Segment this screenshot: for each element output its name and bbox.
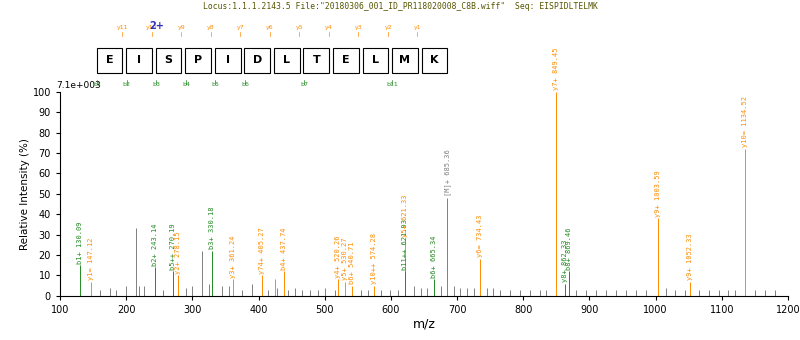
Text: 7.1e+003: 7.1e+003 [56,81,101,90]
Text: y10= 1134.52: y10= 1134.52 [742,96,748,147]
Text: y2: y2 [384,26,392,31]
FancyBboxPatch shape [362,48,388,73]
Text: b2+ 243.14: b2+ 243.14 [152,223,158,266]
Text: y9: y9 [178,26,186,31]
Y-axis label: Relative Intensity (%): Relative Intensity (%) [20,138,30,250]
Text: E: E [106,55,114,65]
Text: [M]+ 685.36: [M]+ 685.36 [444,150,450,196]
Text: y7: y7 [237,26,245,31]
Text: E: E [342,55,350,65]
Text: b3+ 330.18: b3+ 330.18 [210,207,215,249]
Text: b11++ 621.93: b11++ 621.93 [402,219,409,270]
FancyBboxPatch shape [333,48,358,73]
Text: T: T [313,55,320,65]
Text: y6: y6 [266,26,274,31]
Text: y10++ 574.28: y10++ 574.28 [371,233,377,284]
Text: y3: y3 [355,26,362,31]
Text: L: L [283,55,290,65]
Text: y9+ 1052.33: y9+ 1052.33 [687,233,694,280]
Text: y1= 147.12: y1= 147.12 [88,237,94,280]
Text: b3: b3 [152,82,160,87]
X-axis label: m/z: m/z [413,318,435,330]
Text: y5: y5 [296,26,303,31]
Text: b4: b4 [182,82,190,87]
Text: b8+ 869.46: b8+ 869.46 [566,227,572,270]
Text: y11: y11 [117,26,128,31]
Text: I: I [137,55,141,65]
FancyBboxPatch shape [215,48,241,73]
Text: y6= 734.43: y6= 734.43 [477,215,483,257]
Text: S: S [165,55,173,65]
Text: y2+ 278.15: y2+ 278.15 [175,231,181,274]
Text: y4: y4 [326,26,333,31]
Text: K: K [430,55,438,65]
Text: b5++ 270.19: b5++ 270.19 [170,223,176,270]
Text: D: D [253,55,262,65]
Text: M: M [399,55,410,65]
Text: b2: b2 [123,82,131,87]
Text: y3+ 361.24: y3+ 361.24 [230,235,236,278]
FancyBboxPatch shape [422,48,447,73]
FancyBboxPatch shape [392,48,418,73]
Text: b5: b5 [211,82,219,87]
Text: L: L [372,55,379,65]
FancyBboxPatch shape [97,48,122,73]
FancyBboxPatch shape [303,48,329,73]
Text: b1: b1 [94,82,102,87]
Text: y10: y10 [146,26,158,31]
Text: b6+ 665.34: b6+ 665.34 [431,235,437,278]
Text: y4+ 520.26: y4+ 520.26 [335,235,341,278]
FancyBboxPatch shape [186,48,211,73]
Text: 2+: 2+ [150,21,164,31]
Text: y74+ 405.27: y74+ 405.27 [259,227,265,274]
Text: b11: b11 [386,82,398,87]
FancyBboxPatch shape [274,48,300,73]
Text: P: P [194,55,202,65]
FancyBboxPatch shape [244,48,270,73]
Text: y9+ 1003.59: y9+ 1003.59 [655,170,661,217]
Text: y1: y1 [414,26,422,31]
FancyBboxPatch shape [156,48,182,73]
Text: y8+ 862.33: y8+ 862.33 [562,239,567,282]
Text: b1+ 130.09: b1+ 130.09 [77,221,83,264]
Text: y5+ 621.33: y5+ 621.33 [402,194,408,237]
Text: b6: b6 [241,82,249,87]
Text: y8: y8 [207,26,215,31]
Text: b6+ 540.71: b6+ 540.71 [349,241,354,284]
Text: Locus:1.1.1.2143.5 File:"20180306_001_ID_PR118020008_C8B.wiff"  Seq: EISPIDLTELM: Locus:1.1.1.2143.5 File:"20180306_001_ID… [202,2,598,11]
FancyBboxPatch shape [126,48,152,73]
Text: y5+ 530.27: y5+ 530.27 [342,237,348,280]
Text: y7+ 849.45: y7+ 849.45 [553,48,559,90]
Text: I: I [226,55,230,65]
Text: b4+ 437.74: b4+ 437.74 [281,227,286,270]
Text: b7: b7 [300,82,308,87]
